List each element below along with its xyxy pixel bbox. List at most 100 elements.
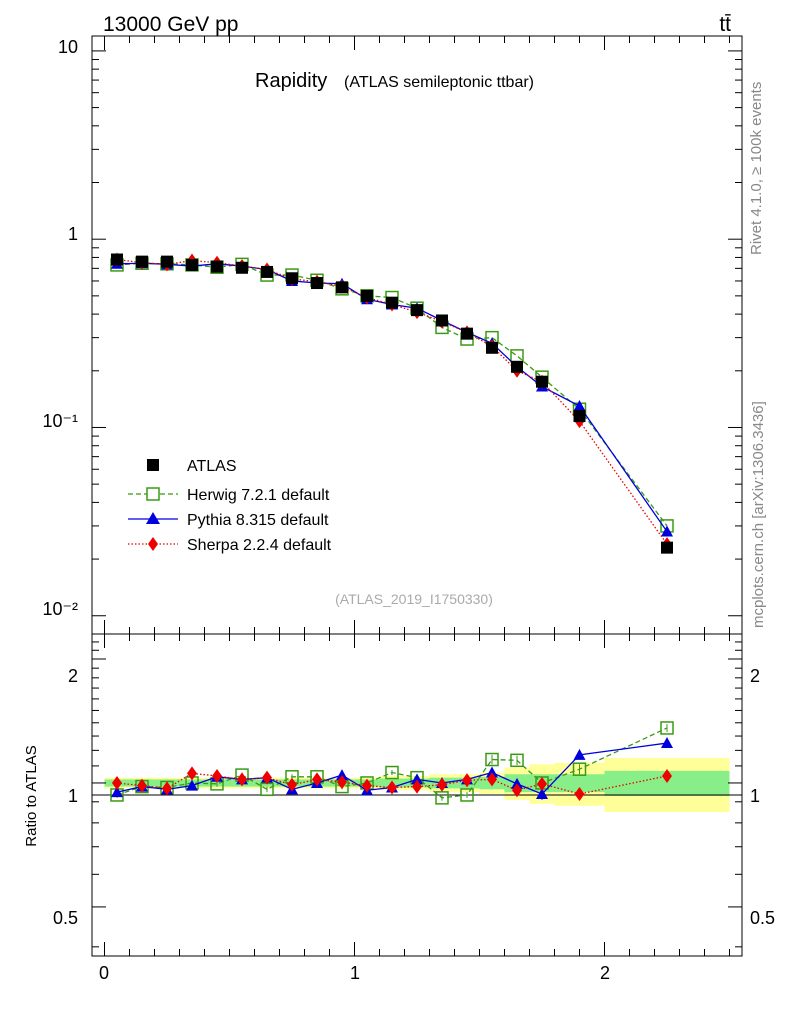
ratio-point-herwig bbox=[572, 762, 587, 776]
ratio-point-herwig bbox=[485, 752, 499, 767]
ratio-tick-label-right-1: 1 bbox=[750, 786, 760, 806]
rivet-label: Rivet 4.1.0, ≥ 100k events bbox=[748, 82, 765, 255]
energy-label: 13000 GeV pp bbox=[103, 13, 238, 36]
ratio-point-sherpa bbox=[187, 766, 197, 781]
x-tick-label-2: 2 bbox=[600, 963, 610, 983]
ratio-point-sherpa bbox=[574, 787, 585, 802]
point-atlas bbox=[486, 341, 498, 354]
chart-subtitle: (ATLAS semileptonic ttbar) bbox=[344, 74, 534, 91]
ratio-point-herwig bbox=[385, 765, 399, 780]
ratio-axis-ticks bbox=[92, 634, 742, 956]
point-atlas bbox=[361, 289, 373, 302]
legend-label-herwig: Herwig 7.2.1 default bbox=[187, 487, 330, 504]
ratio-point-sherpa bbox=[537, 776, 547, 791]
y-tick-label-10: 10 bbox=[58, 37, 78, 57]
point-atlas bbox=[161, 255, 173, 268]
point-atlas bbox=[311, 277, 323, 290]
ratio-point-sherpa bbox=[512, 783, 522, 798]
ratio-y-axis-label: Ratio to ATLAS bbox=[23, 745, 40, 846]
main-axis-ticks bbox=[92, 36, 742, 634]
ratio-tick-label-right-2: 2 bbox=[750, 666, 760, 686]
point-atlas bbox=[573, 410, 586, 423]
chart-title: Rapidity bbox=[255, 70, 327, 92]
point-pythia bbox=[661, 525, 673, 537]
process-label: tt̄ bbox=[719, 13, 731, 36]
ratio-point-sherpa bbox=[262, 770, 272, 785]
ratio-point-pythia bbox=[186, 779, 198, 791]
legend-label-atlas: ATLAS bbox=[187, 458, 237, 475]
ratio-point-sherpa bbox=[112, 775, 122, 790]
ratio-point-sherpa bbox=[287, 777, 297, 792]
ratio-point-pythia bbox=[411, 773, 423, 785]
ratio-point-pythia bbox=[111, 786, 123, 798]
ratio-tick-label-left-2: 2 bbox=[68, 666, 78, 686]
y-tick-label-0.01: 10⁻² bbox=[42, 599, 78, 619]
ratio-point-pythia bbox=[661, 737, 673, 749]
point-atlas bbox=[286, 272, 298, 285]
ratio-point-sherpa bbox=[337, 775, 347, 790]
analysis-tag: (ATLAS_2019_I1750330) bbox=[335, 591, 493, 607]
ratio-point-sherpa bbox=[462, 773, 472, 788]
ratio-tick-label-left-0.5: 0.5 bbox=[53, 908, 78, 928]
legend-item-sherpa: Sherpa 2.2.4 default bbox=[128, 537, 332, 554]
legend-item-pythia: Pythia 8.315 default bbox=[128, 512, 329, 529]
legend-label-pythia: Pythia 8.315 default bbox=[187, 512, 329, 529]
ratio-point-pythia bbox=[573, 748, 586, 760]
legend-marker-pythia bbox=[146, 512, 160, 524]
point-atlas bbox=[336, 281, 348, 294]
ratio-series-group bbox=[110, 721, 674, 805]
point-atlas bbox=[111, 253, 123, 266]
ratio-point-herwig bbox=[510, 753, 524, 768]
legend-item-herwig: Herwig 7.2.1 default bbox=[128, 487, 330, 504]
ratio-point-herwig bbox=[435, 791, 449, 805]
ratio-point-sherpa bbox=[437, 777, 447, 792]
ratio-point-sherpa bbox=[237, 772, 247, 787]
legend-item-atlas: ATLAS bbox=[147, 458, 237, 475]
ratio-point-pythia bbox=[486, 766, 498, 778]
ratio-point-herwig bbox=[660, 721, 674, 735]
ratio-point-sherpa bbox=[312, 772, 322, 787]
ratio-tick-label-right-0.5: 0.5 bbox=[750, 908, 775, 928]
point-atlas bbox=[411, 304, 423, 317]
ratio-point-sherpa bbox=[487, 772, 497, 787]
ratio-point-sherpa bbox=[387, 780, 397, 795]
ratio-line-herwig bbox=[116, 727, 668, 799]
point-atlas bbox=[436, 314, 448, 327]
y-tick-label-0.1: 10⁻¹ bbox=[42, 411, 78, 431]
point-atlas bbox=[536, 375, 548, 388]
point-atlas bbox=[386, 296, 398, 309]
ratio-point-sherpa bbox=[162, 781, 172, 796]
x-tick-label-1: 1 bbox=[350, 963, 360, 983]
point-atlas bbox=[186, 258, 198, 271]
ratio-point-sherpa bbox=[212, 768, 222, 783]
point-atlas bbox=[136, 255, 148, 268]
ratio-tick-label-left-1: 1 bbox=[68, 786, 78, 806]
legend: ATLAS Herwig 7.2.1 default Pythia 8.315 … bbox=[128, 458, 332, 554]
mcplots-label: mcplots.cern.ch [arXiv:1306.3436] bbox=[750, 401, 767, 628]
ratio-point-sherpa bbox=[412, 779, 422, 794]
point-atlas bbox=[511, 360, 523, 373]
legend-label-sherpa: Sherpa 2.2.4 default bbox=[187, 537, 332, 554]
legend-marker-herwig bbox=[146, 487, 160, 501]
series-line-sherpa bbox=[116, 258, 668, 545]
y-tick-label-1: 1 bbox=[68, 224, 78, 244]
legend-marker-atlas bbox=[147, 459, 159, 471]
ratio-line-pythia bbox=[116, 742, 668, 795]
ratio-point-herwig bbox=[460, 788, 474, 802]
ratio-point-sherpa bbox=[362, 778, 372, 793]
ratio-frame bbox=[91, 633, 743, 957]
main-panel: Rapidity (ATLAS semileptonic ttbar) (ATL… bbox=[42, 35, 743, 635]
x-tick-label-0: 0 bbox=[99, 963, 109, 983]
main-series-group bbox=[110, 252, 674, 554]
point-atlas bbox=[211, 260, 223, 273]
ratio-point-pythia bbox=[536, 788, 548, 800]
point-atlas bbox=[661, 541, 673, 554]
point-pythia bbox=[573, 400, 586, 412]
point-atlas bbox=[261, 265, 273, 278]
ratio-panel: 2 1 0.5 2 1 0.5 Ratio to ATLAS 0 1 2 bbox=[23, 633, 775, 983]
ratio-point-pythia bbox=[336, 769, 348, 781]
legend-marker-sherpa bbox=[148, 537, 158, 551]
ratio-band-stat bbox=[554, 774, 605, 793]
point-atlas bbox=[461, 327, 473, 340]
